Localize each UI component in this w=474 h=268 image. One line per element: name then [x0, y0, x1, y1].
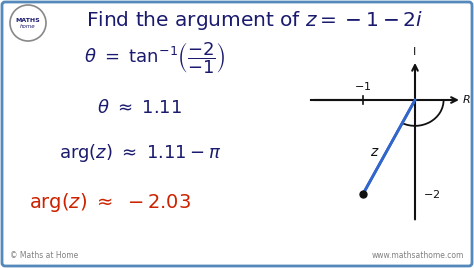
Circle shape	[10, 5, 46, 41]
Text: Find the argument of $z = -1 - 2i$: Find the argument of $z = -1 - 2i$	[86, 9, 424, 32]
Text: $\theta \ = \ \tan^{-1}\!\left(\dfrac{-2}{-1}\right)$: $\theta \ = \ \tan^{-1}\!\left(\dfrac{-2…	[84, 40, 226, 76]
Text: $-2$: $-2$	[423, 188, 440, 200]
Text: home: home	[20, 24, 36, 29]
Text: $\theta \ \approx \ 1.11$: $\theta \ \approx \ 1.11$	[98, 99, 182, 117]
Text: © Maths at Home: © Maths at Home	[10, 251, 78, 260]
Text: $-1$: $-1$	[355, 80, 372, 92]
Text: I: I	[413, 47, 417, 57]
Text: $z$: $z$	[370, 145, 379, 159]
Text: MATHS: MATHS	[16, 17, 40, 23]
Text: $\arg(z) \ \approx \ 1.11 - \pi$: $\arg(z) \ \approx \ 1.11 - \pi$	[59, 142, 221, 164]
Text: $\arg(z) \ \approx \ -2.03$: $\arg(z) \ \approx \ -2.03$	[29, 192, 191, 214]
Text: www.mathsathome.com: www.mathsathome.com	[372, 251, 464, 260]
Text: R: R	[463, 95, 471, 105]
